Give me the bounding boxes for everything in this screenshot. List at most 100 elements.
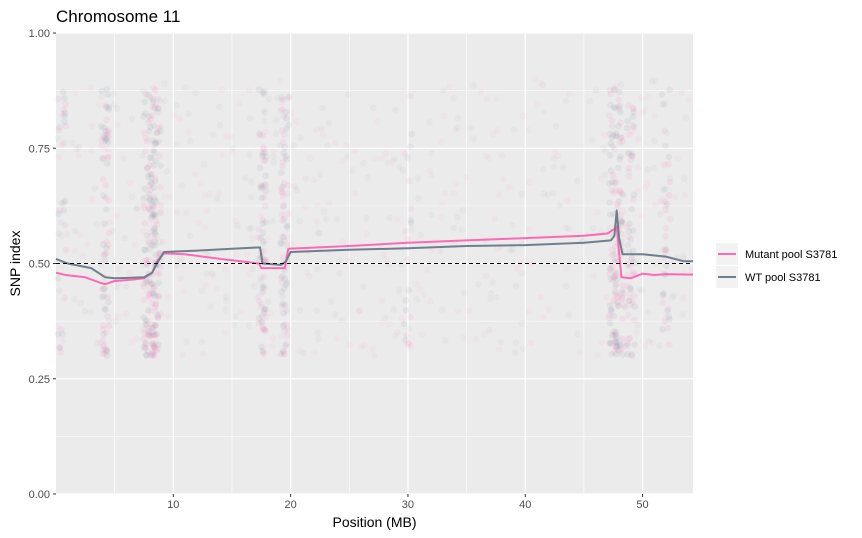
snp-point <box>105 128 112 136</box>
snp-point <box>631 303 639 310</box>
snp-point <box>336 270 343 277</box>
snp-point <box>627 156 635 164</box>
snp-point <box>617 189 625 197</box>
snp-point <box>405 339 413 347</box>
snp-point <box>55 230 62 237</box>
snp-point <box>563 197 571 205</box>
snp-point <box>100 251 108 258</box>
snp-point <box>100 285 108 293</box>
snp-point <box>607 339 614 346</box>
snp-point <box>238 308 246 315</box>
snp-point <box>665 313 673 320</box>
snp-point <box>148 201 155 208</box>
snp-point <box>617 153 624 160</box>
snp-point <box>606 211 614 219</box>
snp-point <box>260 307 268 315</box>
snp-point <box>279 347 287 355</box>
snp-point <box>278 211 286 219</box>
snp-point <box>668 294 676 302</box>
x-tick-label: 20 <box>284 499 296 511</box>
snp-point <box>56 207 63 214</box>
snp-point <box>660 186 668 193</box>
snp-point <box>103 130 111 138</box>
snp-point <box>622 342 629 350</box>
snp-point <box>316 229 323 237</box>
snp-point <box>408 130 416 138</box>
snp-point <box>155 292 162 300</box>
snp-point <box>279 183 286 190</box>
snp-point <box>142 340 150 348</box>
snp-point <box>619 191 627 199</box>
snp-point <box>154 345 162 352</box>
snp-point <box>649 339 656 347</box>
y-tick-label: 0.25 <box>29 374 50 386</box>
snp-point <box>648 78 656 85</box>
snp-point <box>157 127 164 135</box>
snp-point <box>141 246 148 253</box>
snp-point <box>460 334 467 342</box>
snp-point <box>161 97 169 105</box>
snp-point <box>414 175 421 182</box>
snp-point <box>99 350 107 357</box>
snp-point <box>256 164 264 172</box>
snp-point <box>629 104 637 112</box>
snp-point <box>260 273 268 280</box>
snp-point <box>426 118 433 126</box>
snp-point <box>610 274 617 281</box>
snp-point <box>81 308 89 315</box>
snp-point <box>423 266 431 274</box>
snp-point <box>152 157 160 165</box>
snp-point <box>148 214 155 222</box>
snp-point <box>559 164 567 172</box>
snp-point <box>103 116 110 124</box>
snp-point <box>155 279 163 286</box>
snp-point <box>608 187 615 194</box>
snp-point <box>141 185 148 193</box>
chart-title: Chromosome 11 <box>56 7 180 26</box>
snp-point <box>628 255 635 262</box>
snp-point <box>273 94 281 102</box>
snp-point <box>610 210 617 218</box>
snp-point <box>614 293 621 301</box>
snp-point <box>146 161 154 169</box>
snp-point <box>149 147 157 154</box>
snp-point <box>491 215 499 223</box>
snp-point <box>636 286 644 294</box>
snp-point <box>598 175 605 182</box>
snp-point <box>60 338 67 345</box>
snp-point <box>56 344 63 351</box>
snp-point <box>612 280 620 288</box>
snp-point <box>632 259 640 267</box>
snp-point <box>155 294 163 301</box>
snp-point <box>650 164 658 172</box>
snp-point <box>280 203 287 210</box>
snp-point <box>475 281 483 288</box>
snp-point <box>151 104 158 112</box>
snp-point <box>105 197 112 204</box>
snp-point <box>613 339 621 346</box>
snp-point <box>148 339 156 347</box>
snp-point <box>280 201 288 209</box>
snp-point <box>263 153 270 161</box>
snp-point <box>638 94 645 102</box>
snp-point <box>307 155 314 162</box>
snp-point <box>100 346 107 354</box>
snp-point <box>614 203 622 211</box>
snp-point <box>123 283 130 290</box>
snp-point <box>148 300 156 307</box>
snp-point <box>262 256 269 264</box>
snp-point <box>662 245 670 253</box>
snp-point <box>59 111 66 118</box>
snp-point <box>626 297 633 305</box>
snp-point <box>613 271 620 278</box>
snp-point <box>150 352 157 359</box>
snp-point <box>141 246 149 254</box>
snp-point <box>426 167 434 174</box>
snp-point <box>144 307 152 314</box>
snp-point <box>277 275 285 282</box>
snp-point <box>182 210 190 217</box>
snp-point <box>142 344 149 352</box>
snp-point <box>454 213 461 221</box>
snp-point <box>618 288 626 296</box>
snp-point <box>163 168 171 175</box>
